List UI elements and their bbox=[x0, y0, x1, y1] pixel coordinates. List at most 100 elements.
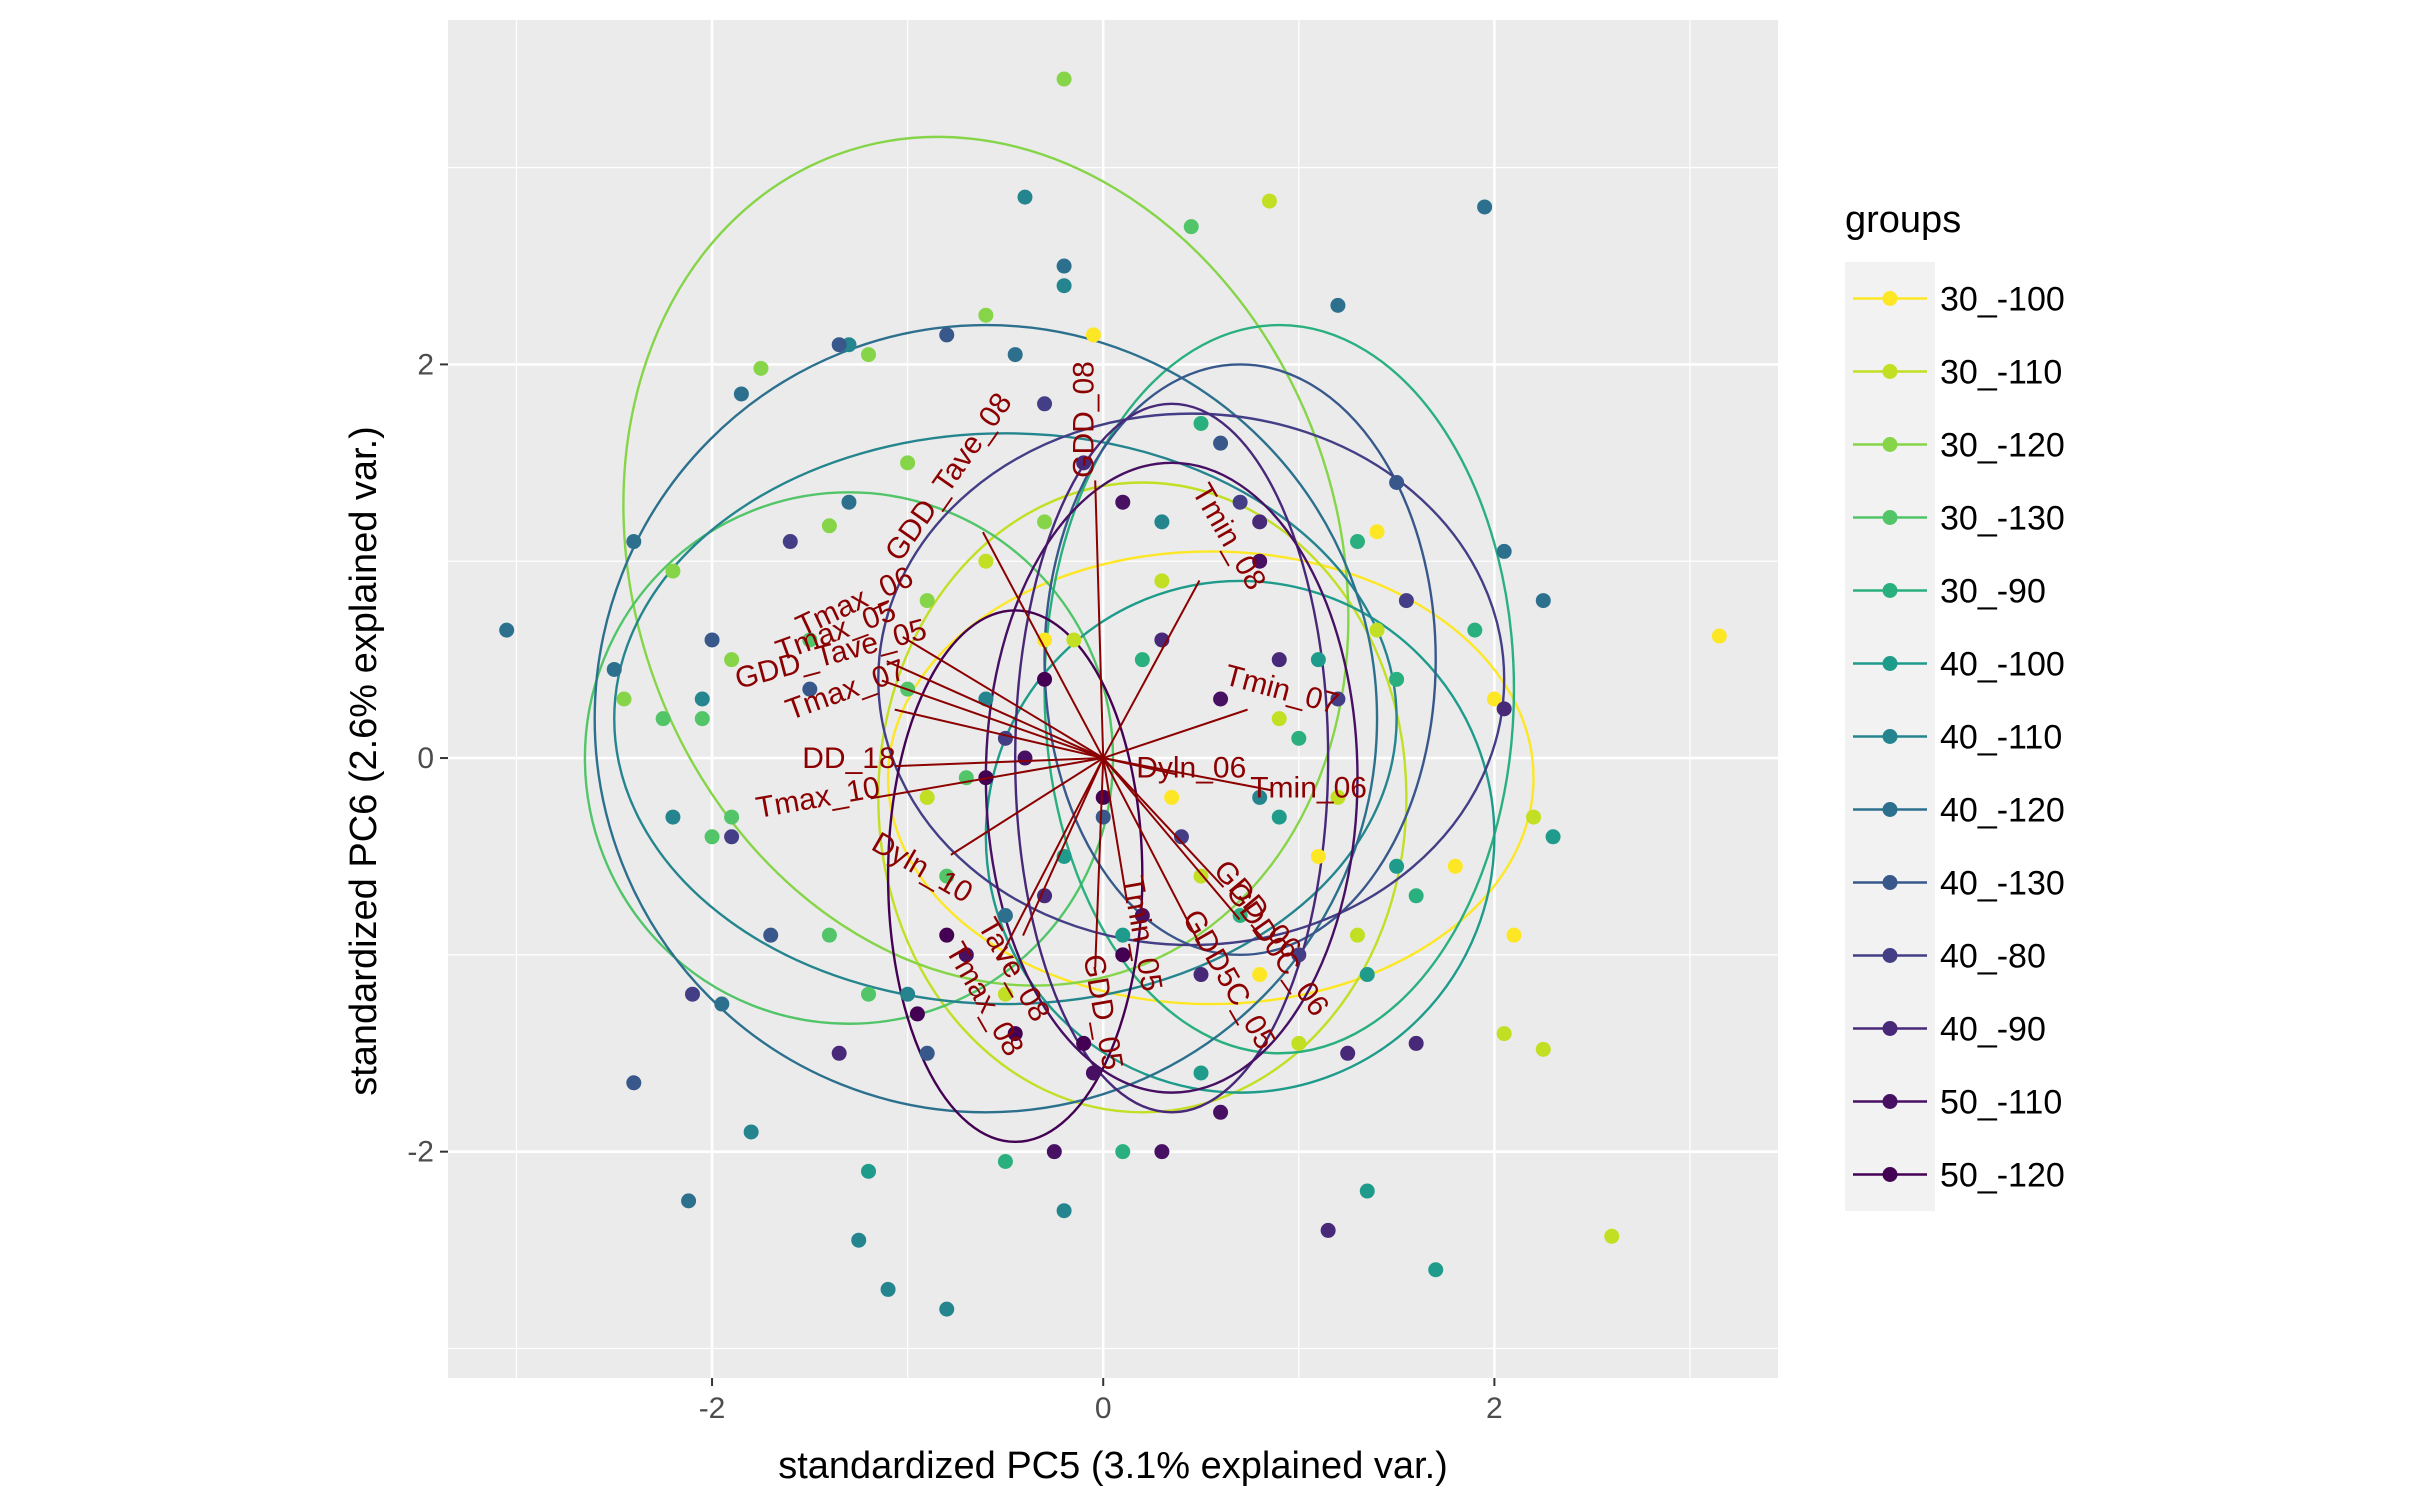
variable-label-Dyln_06: Dyln_06 bbox=[1136, 752, 1246, 785]
arrow-Dyln_10 bbox=[950, 757, 1104, 856]
arrow-Dyln_06 bbox=[1103, 757, 1176, 776]
legend-key-point bbox=[1882, 875, 1898, 890]
x-tick-label: -2 bbox=[699, 1392, 726, 1425]
point-40_-110 bbox=[1252, 789, 1268, 805]
point-30_-110 bbox=[997, 986, 1013, 1002]
point-30_-110 bbox=[1261, 193, 1277, 209]
point-40_-130 bbox=[626, 1075, 642, 1091]
point-50_-110 bbox=[1017, 750, 1033, 766]
point-40_-80 bbox=[684, 986, 700, 1002]
x-axis-title: standardized PC5 (3.1% explained var.) bbox=[778, 1445, 1448, 1487]
point-40_-120 bbox=[606, 661, 622, 677]
point-50_-120 bbox=[939, 927, 955, 943]
point-30_-90 bbox=[997, 1154, 1013, 1170]
arrow-GDD_Tave_08 bbox=[982, 531, 1105, 759]
point-40_-120 bbox=[733, 386, 749, 402]
y-axis-title: standardized PC6 (2.6% explained var.) bbox=[343, 426, 385, 1096]
point-30_-100 bbox=[1711, 628, 1727, 644]
point-40_-130 bbox=[802, 681, 818, 697]
point-30_-130 bbox=[655, 711, 671, 727]
ellipse-40_-120 bbox=[593, 323, 1379, 1114]
point-30_-90 bbox=[1115, 1144, 1131, 1160]
point-50_-110 bbox=[1154, 1144, 1170, 1160]
point-30_-100 bbox=[1252, 967, 1268, 983]
point-30_-100 bbox=[1310, 848, 1326, 864]
legend-label: 30_-120 bbox=[1940, 427, 2065, 465]
legend-label: 30_-130 bbox=[1940, 500, 2065, 538]
point-40_-100 bbox=[1389, 858, 1405, 874]
point-40_-130 bbox=[939, 327, 955, 343]
legend-key-point bbox=[1882, 364, 1898, 379]
point-40_-100 bbox=[1359, 1183, 1375, 1199]
point-40_-90 bbox=[1340, 1045, 1356, 1061]
point-30_-100 bbox=[1037, 632, 1053, 648]
point-50_-110 bbox=[958, 947, 974, 963]
variable-label-DD_18: DD_18 bbox=[802, 742, 895, 775]
ellipse-40_-80 bbox=[877, 412, 1506, 947]
legend-label: 30_-90 bbox=[1940, 573, 2046, 611]
point-30_-110 bbox=[1604, 1228, 1620, 1244]
point-30_-120 bbox=[919, 593, 935, 609]
point-50_-110 bbox=[1085, 1065, 1101, 1081]
point-40_-80 bbox=[1232, 494, 1248, 510]
panel-background bbox=[448, 20, 1778, 1378]
ellipse-40_-90 bbox=[1014, 402, 1330, 1114]
legend-key-point bbox=[1882, 802, 1898, 817]
legend-label: 50_-110 bbox=[1940, 1084, 2062, 1122]
legend-label: 40_-110 bbox=[1940, 719, 2062, 757]
point-40_-130 bbox=[763, 927, 779, 943]
point-40_-90 bbox=[1271, 652, 1287, 668]
point-40_-80 bbox=[724, 829, 740, 845]
y-tick-label: 0 bbox=[417, 742, 434, 775]
legend-key-point bbox=[1882, 1021, 1898, 1036]
point-40_-120 bbox=[1535, 593, 1551, 609]
point-30_-100 bbox=[1486, 691, 1502, 707]
legend-label: 30_-110 bbox=[1940, 354, 2062, 392]
arrow-GDD5C_05 bbox=[1102, 757, 1201, 945]
point-40_-90 bbox=[1408, 1035, 1424, 1051]
arrow-GDD_Tave_05 bbox=[881, 679, 1104, 759]
point-40_-110 bbox=[978, 691, 994, 707]
point-30_-100 bbox=[1085, 327, 1101, 343]
point-30_-110 bbox=[1193, 868, 1209, 884]
point-40_-90 bbox=[1037, 888, 1053, 904]
point-30_-90 bbox=[1349, 534, 1365, 550]
variable-label-GDD_08: GDD_08 bbox=[1067, 361, 1100, 478]
arrow-Tmax_06 bbox=[902, 636, 1104, 759]
point-30_-90 bbox=[1134, 652, 1150, 668]
point-40_-110 bbox=[939, 1301, 955, 1317]
point-50_-110 bbox=[1213, 1104, 1229, 1120]
point-50_-120 bbox=[1115, 947, 1131, 963]
point-30_-130 bbox=[939, 868, 955, 884]
point-30_-110 bbox=[1291, 1035, 1307, 1051]
point-30_-120 bbox=[665, 563, 681, 579]
arrow-Tmax_08 bbox=[998, 757, 1105, 961]
arrow-GDD_08 bbox=[1094, 480, 1105, 759]
plot-panel bbox=[448, 20, 1778, 1378]
point-30_-90 bbox=[1291, 730, 1307, 746]
point-30_-100 bbox=[1506, 927, 1522, 943]
legend-key-point bbox=[1882, 656, 1898, 671]
point-30_-120 bbox=[861, 347, 877, 363]
point-40_-110 bbox=[694, 691, 710, 707]
point-40_-120 bbox=[1007, 347, 1023, 363]
legend-key-point bbox=[1882, 510, 1898, 525]
ellipse-30_-130 bbox=[583, 491, 1115, 1025]
point-30_-130 bbox=[694, 711, 710, 727]
legend-key-point bbox=[1882, 1167, 1898, 1182]
point-30_-130 bbox=[724, 809, 740, 825]
point-40_-130 bbox=[1389, 475, 1405, 491]
ellipse-40_-130 bbox=[1043, 363, 1437, 957]
variable-arrows bbox=[870, 480, 1272, 968]
point-40_-100 bbox=[1310, 652, 1326, 668]
point-30_-110 bbox=[1330, 789, 1346, 805]
legend-key-point bbox=[1882, 437, 1898, 452]
point-30_-110 bbox=[1066, 632, 1082, 648]
ellipse-50_-120 bbox=[886, 609, 1144, 1144]
point-30_-110 bbox=[1154, 573, 1170, 589]
point-30_-110 bbox=[1535, 1041, 1551, 1057]
point-30_-130 bbox=[861, 986, 877, 1002]
arrow-GDD_06 bbox=[1102, 757, 1225, 888]
point-40_-100 bbox=[1428, 1262, 1444, 1278]
point-30_-120 bbox=[616, 691, 632, 707]
